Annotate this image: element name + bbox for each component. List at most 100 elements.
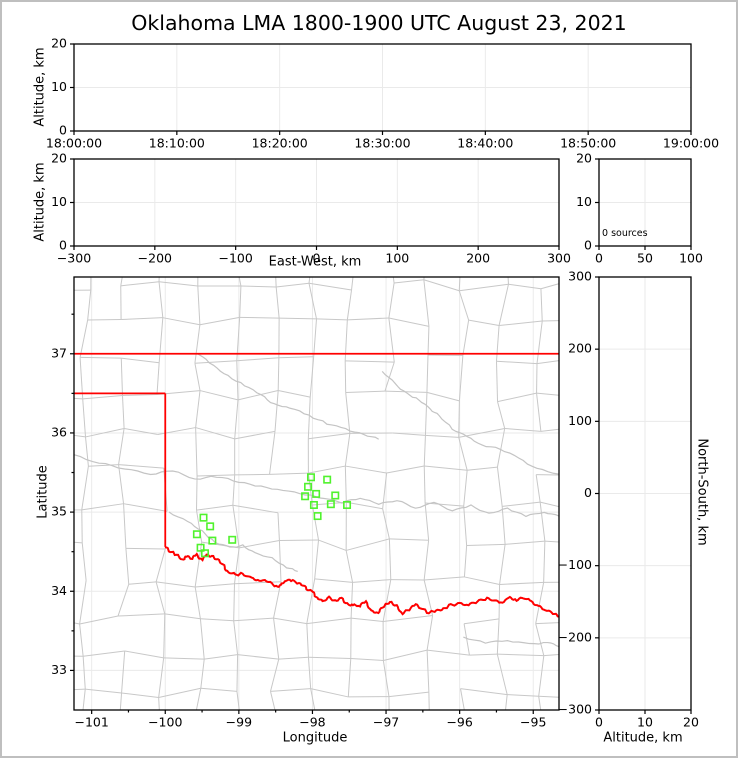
tick-labels: 0 10 20 −300 −200 −100 0 100 200 300 <box>558 269 699 730</box>
grid-lines <box>74 277 559 710</box>
grid-lines <box>599 159 691 246</box>
source-marker <box>228 535 237 544</box>
plan_map-frame <box>73 276 560 711</box>
tick-marks <box>595 276 692 714</box>
tick-marks <box>595 158 692 250</box>
river-sulphur <box>463 636 559 648</box>
alt_time-xtick-label: 18:00:00 <box>46 136 102 151</box>
alt_ew-xtick-label: 200 <box>466 251 490 266</box>
map-ylabel: Latitude <box>35 465 51 519</box>
source-marker <box>201 549 210 558</box>
ns-alt-ylabel: North-South, km <box>694 438 710 546</box>
alt_ew-xtick-label: −200 <box>138 251 172 266</box>
ns_alt-ytick-label: 0 <box>584 485 592 500</box>
tick-marks <box>70 313 534 714</box>
ns_alt-ytick-label: 200 <box>568 341 592 356</box>
source-marker <box>192 530 201 539</box>
plan_map-xtick-label: −97 <box>373 715 399 730</box>
panel-plan_map: −101 −100 −99 −98 −97 −96 −95 33 34 35 36 37 <box>51 276 560 730</box>
alt_ew-ytick-label: 0 <box>59 238 67 253</box>
source-marker <box>206 522 215 531</box>
source-marker <box>309 500 318 509</box>
source_histogram-xtick-label: 100 <box>679 251 703 266</box>
source_histogram-ytick-label: 20 <box>576 151 592 166</box>
river-washita <box>168 511 298 573</box>
ns_alt-ytick-label: 100 <box>568 413 592 428</box>
alt_time-xtick-label: 19:00:00 <box>663 136 719 151</box>
alt_ew-xtick-label: −300 <box>57 251 91 266</box>
plan_map-xtick-label: −99 <box>226 715 252 730</box>
plan_map-ytick-label: 33 <box>51 662 67 677</box>
figure-title: Oklahoma LMA 1800-1900 UTC August 23, 20… <box>131 11 627 35</box>
tick-marks <box>70 43 692 135</box>
ns_alt-ytick-label: −300 <box>558 702 592 717</box>
source-marker <box>343 500 352 509</box>
alt_time-ytick-label: 10 <box>51 79 67 94</box>
tick-labels: 0 50 100 0 10 20 <box>576 151 703 266</box>
source-marker <box>304 482 313 491</box>
plan_map-ytick-label: 37 <box>51 345 67 360</box>
alt_ew-xtick-label: 0 <box>313 251 321 266</box>
ns_alt-ytick-label: −200 <box>558 629 592 644</box>
source-marker <box>313 512 322 521</box>
alt_ew-xtick-label: −100 <box>218 251 252 266</box>
source-marker <box>312 489 321 498</box>
grid-lines <box>599 277 691 710</box>
river-arkansas <box>381 370 559 475</box>
alt_ew-ytick-label: 10 <box>51 194 67 209</box>
tick-marks <box>70 158 560 250</box>
alt-time-ylabel: Altitude, km <box>32 47 48 127</box>
source-marker <box>326 500 335 509</box>
plan_map-ytick-label: 35 <box>51 504 67 519</box>
alt_ew-ytick-label: 20 <box>51 151 67 166</box>
river-cimarron <box>197 353 379 440</box>
panel-source_histogram: 0 50 100 0 10 20 <box>576 151 703 266</box>
source-marker <box>196 543 205 552</box>
plan_map-xtick-label: −96 <box>446 715 472 730</box>
river-lines <box>74 353 559 648</box>
source-marker <box>301 492 310 501</box>
ns_alt-xtick-label: 10 <box>637 715 653 730</box>
tick-labels: −300 −200 −100 0 100 200 300 0 10 20 <box>51 151 571 266</box>
alt_ew-xtick-label: 300 <box>547 251 571 266</box>
river-canadian <box>74 454 559 518</box>
plan_map-xtick-label: −100 <box>148 715 182 730</box>
plan_map-xtick-label: −95 <box>520 715 546 730</box>
alt_time-xtick-label: 18:10:00 <box>149 136 205 151</box>
grid-lines <box>74 159 559 246</box>
red-river-line <box>164 546 559 618</box>
alt_time-xtick-label: 18:20:00 <box>252 136 308 151</box>
alt-ew-ylabel: Altitude, km <box>32 162 48 242</box>
source-marker <box>199 513 208 522</box>
panel-ns_alt: 0 10 20 −300 −200 −100 0 100 200 300 <box>558 269 699 730</box>
source-marker <box>331 491 340 500</box>
map-content <box>74 277 559 710</box>
source_histogram-xtick-label: 50 <box>637 251 653 266</box>
alt_ew-xtick-label: 100 <box>385 251 409 266</box>
source-marker <box>323 475 332 484</box>
source-markers <box>192 473 352 558</box>
ns_alt-xtick-label: 0 <box>595 715 603 730</box>
source-count-annotation: 0 sources <box>602 228 648 239</box>
alt_time-xtick-label: 18:50:00 <box>560 136 616 151</box>
panel-alt_ew: −300 −200 −100 0 100 200 300 0 10 20 <box>51 151 571 266</box>
state-border <box>74 352 559 618</box>
plan_map-xtick-label: −98 <box>299 715 325 730</box>
tick-labels: −101 −100 −99 −98 −97 −96 −95 33 34 35 36 37 <box>51 345 546 729</box>
ns_alt-ytick-label: −100 <box>558 557 592 572</box>
tick-labels: 18:00:00 18:10:00 18:20:00 18:30:00 18:40:00… <box>46 36 719 151</box>
source-marker <box>306 473 315 482</box>
ns-alt-xlabel: Altitude, km <box>603 730 683 746</box>
ns_alt-xtick-label: 20 <box>683 715 699 730</box>
plan_map-ytick-label: 36 <box>51 424 67 439</box>
alt_time-ytick-label: 0 <box>59 123 67 138</box>
alt_time-ytick-label: 20 <box>51 36 67 51</box>
alt_time-xtick-label: 18:40:00 <box>457 136 513 151</box>
source_histogram-ytick-label: 10 <box>576 194 592 209</box>
source_histogram-ytick-label: 0 <box>584 238 592 253</box>
source_histogram-xtick-label: 0 <box>595 251 603 266</box>
alt-ew-xlabel: East-West, km <box>268 254 362 270</box>
panel-alt_time: 18:00:00 18:10:00 18:20:00 18:30:00 18:40:00… <box>46 36 719 151</box>
